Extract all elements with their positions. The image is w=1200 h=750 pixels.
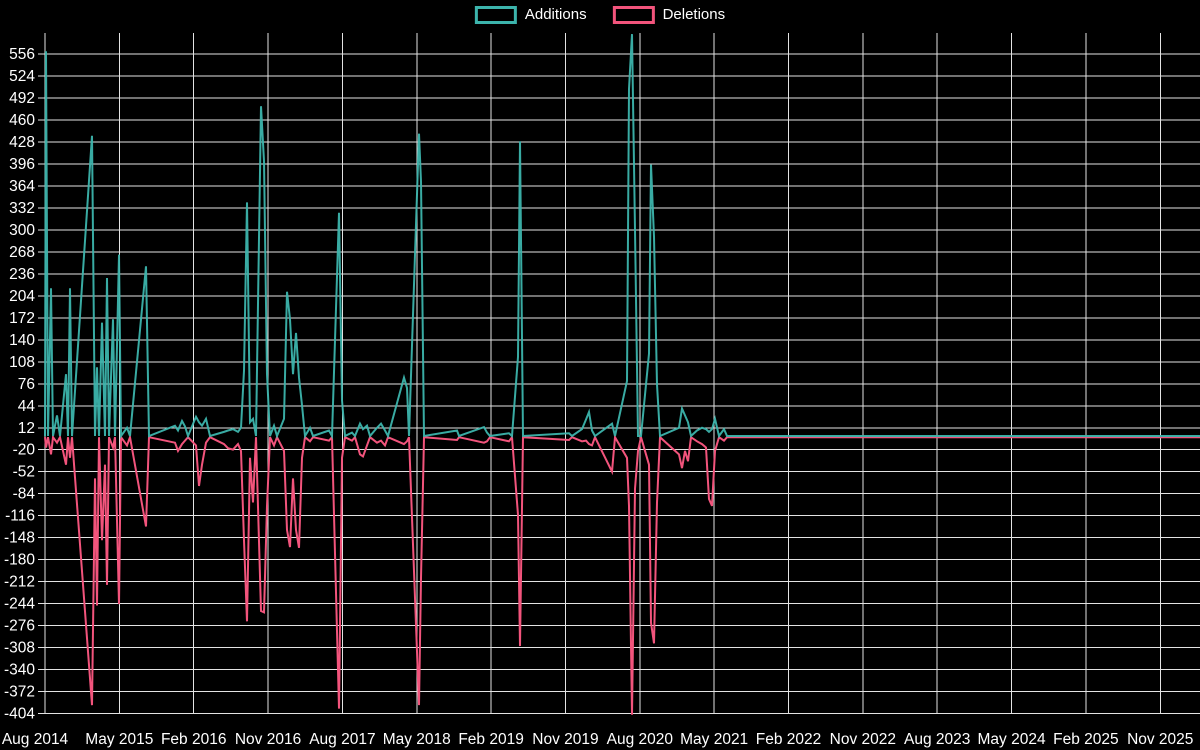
x-tick-label: May 2018 (383, 731, 451, 748)
x-tick-label: Nov 2016 (235, 731, 301, 748)
legend-label-deletions: Deletions (662, 6, 726, 23)
y-tick-label: -84 (13, 486, 36, 503)
legend-label-additions: Additions (524, 6, 587, 23)
x-tick-label: Feb 2016 (161, 731, 227, 748)
deletions-line[interactable] (44, 433, 1200, 715)
x-tick-label: Feb 2025 (1053, 731, 1119, 748)
x-tick-label: Aug 2023 (904, 731, 970, 748)
x-tick-label: Aug 2017 (309, 731, 375, 748)
y-tick-label: 76 (18, 376, 35, 393)
y-tick-label: 140 (9, 332, 35, 349)
y-tick-label: 44 (18, 398, 36, 415)
x-tick-label: Aug 2020 (607, 731, 674, 748)
y-tick-label: 428 (9, 134, 35, 151)
y-tick-label: 300 (9, 222, 35, 239)
y-tick-label: -276 (4, 618, 35, 635)
x-tick-label: May 2021 (680, 731, 748, 748)
legend-item-deletions[interactable]: Deletions (612, 6, 726, 24)
legend-item-additions[interactable]: Additions (474, 6, 587, 24)
y-tick-label: -372 (4, 684, 35, 701)
y-tick-label: 460 (9, 112, 35, 129)
y-tick-label: -308 (4, 640, 35, 657)
y-tick-label: 524 (9, 68, 35, 85)
y-tick-label: 236 (9, 266, 35, 283)
y-tick-label: 108 (9, 354, 35, 371)
y-tick-label: -180 (4, 552, 35, 569)
y-tick-label: 492 (9, 90, 35, 107)
y-tick-label: 556 (9, 46, 35, 63)
x-tick-label: Nov 2025 (1127, 731, 1193, 748)
x-tick-label: May 2015 (85, 731, 153, 748)
y-tick-label: 396 (9, 156, 35, 173)
y-tick-label: -20 (13, 442, 36, 459)
x-tick-label: Feb 2019 (458, 731, 524, 748)
x-tick-label: Aug 2014 (2, 731, 69, 748)
additions-line[interactable] (44, 34, 1200, 440)
y-tick-label: -116 (5, 508, 35, 525)
y-tick-label: -244 (4, 596, 35, 613)
y-tick-label: -52 (13, 464, 35, 481)
x-tick-label: Nov 2019 (532, 731, 598, 748)
y-tick-label: 332 (9, 200, 35, 217)
chart-legend: Additions Deletions (474, 6, 726, 24)
y-tick-label: -340 (4, 662, 35, 679)
y-tick-label: -212 (4, 574, 35, 591)
y-tick-label: 12 (18, 420, 35, 437)
y-tick-label: 268 (9, 244, 35, 261)
y-tick-label: 364 (9, 178, 35, 195)
y-tick-label: 172 (9, 310, 35, 327)
additions-swatch-icon (474, 6, 517, 24)
y-tick-label: 204 (9, 288, 35, 305)
y-tick-label: -148 (4, 530, 35, 547)
x-tick-label: May 2024 (978, 731, 1046, 748)
deletions-swatch-icon (612, 6, 655, 24)
x-tick-label: Nov 2022 (830, 731, 896, 748)
y-tick-label: -404 (4, 706, 35, 723)
x-tick-label: Feb 2022 (756, 731, 822, 748)
